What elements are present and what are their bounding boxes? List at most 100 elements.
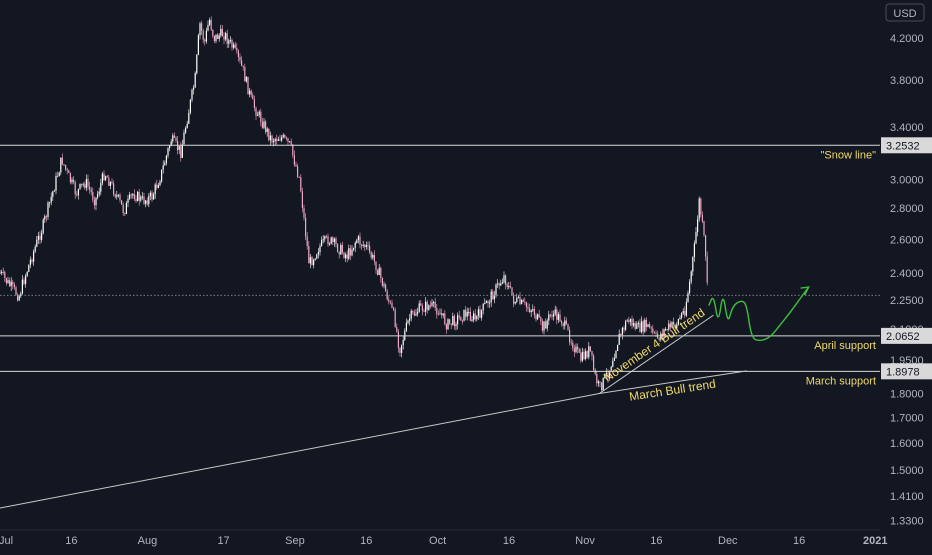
candle-body <box>705 235 707 257</box>
candle-body <box>474 313 476 320</box>
candle-body <box>381 277 383 286</box>
candle-body <box>415 313 417 316</box>
candle-body <box>681 313 683 318</box>
candle-body <box>33 251 35 262</box>
candle-body <box>351 249 353 256</box>
candle-body <box>497 283 499 285</box>
candle-body <box>559 314 561 322</box>
candle-body <box>116 195 118 197</box>
price-tick-14: 1.4100 <box>890 491 924 503</box>
candle-body <box>180 146 182 158</box>
candle-body <box>612 360 614 367</box>
candle-body <box>311 257 313 266</box>
candle-body <box>12 281 14 285</box>
candle-body <box>282 134 284 138</box>
candle-body <box>349 248 351 256</box>
candle-body <box>157 185 159 188</box>
candle-body <box>420 303 422 306</box>
currency-badge[interactable]: USD <box>885 3 925 22</box>
candle-body <box>463 309 465 321</box>
candle-body <box>439 313 441 315</box>
projection-arrowhead <box>800 286 810 296</box>
candle-body <box>673 322 675 325</box>
price-label-1: 2.0652 <box>886 331 920 343</box>
candle-body <box>186 123 188 128</box>
candle-body <box>551 315 553 317</box>
candle-body <box>221 28 223 37</box>
candle-body <box>202 30 204 40</box>
candle-body <box>645 319 647 327</box>
candle-body <box>364 244 366 247</box>
candle-body <box>66 169 68 171</box>
candle-body <box>393 307 395 310</box>
candle-body <box>10 281 12 287</box>
price-axis[interactable]: 4.2000 3.8000 3.4000 3.0000 2.8000 2.6000 2.40… <box>881 33 932 527</box>
candle-body <box>63 164 65 166</box>
candle-body <box>596 373 598 384</box>
candle-body <box>169 145 171 149</box>
candle-body <box>287 138 289 142</box>
candle-body <box>689 281 691 293</box>
candle-body <box>417 311 419 314</box>
candle-body <box>253 99 255 108</box>
candle-body <box>492 291 494 300</box>
candle-body <box>92 192 94 200</box>
time-tick-10: Dec <box>718 535 738 547</box>
candle-body <box>7 280 9 284</box>
candle-body <box>549 314 551 316</box>
candle-body <box>357 236 359 241</box>
projection <box>708 286 810 342</box>
candle-body <box>345 254 347 258</box>
candle-body <box>445 324 447 330</box>
candle-body <box>204 39 206 42</box>
time-tick-11: 16 <box>793 535 805 547</box>
candle-body <box>97 194 99 198</box>
price-tick-10: 1.8000 <box>890 389 924 401</box>
candle-body <box>383 284 385 286</box>
trendline-1[interactable] <box>599 314 714 394</box>
candle-body <box>671 322 673 328</box>
candle-body <box>348 248 350 259</box>
candle-body <box>73 179 75 183</box>
candle-body <box>132 194 134 196</box>
candle-body <box>17 294 19 301</box>
time-axis[interactable]: Jul 16 Aug 17 Sep 16 Oct 16 Nov 16 Dec 16 2021 <box>0 529 887 547</box>
candle-body <box>175 137 177 141</box>
candle-body <box>365 245 367 247</box>
candle-body <box>319 245 321 253</box>
candle-body <box>15 287 17 295</box>
candle-body <box>13 284 15 288</box>
candle-body <box>42 219 44 233</box>
candle-body <box>65 164 67 170</box>
projection-path[interactable] <box>708 286 810 342</box>
candle-body <box>455 324 457 327</box>
candle-body <box>209 19 211 25</box>
candle-body <box>313 259 315 266</box>
candle-body <box>573 348 575 353</box>
candle-body <box>601 382 603 391</box>
candle-body <box>343 252 345 258</box>
candle-body <box>410 310 412 319</box>
candle-body <box>553 314 555 317</box>
candle-body <box>36 239 38 247</box>
candle-body <box>29 259 31 265</box>
time-tick-7: 16 <box>503 535 515 547</box>
candle-body <box>407 320 409 323</box>
candle-body <box>183 132 185 145</box>
candle-body <box>359 236 361 245</box>
candle-body <box>239 56 241 61</box>
candle-body <box>26 271 28 276</box>
candle-body <box>423 310 425 312</box>
candle-body <box>133 194 135 200</box>
candle-body <box>436 308 438 315</box>
price-tick-15: 1.3300 <box>890 515 924 527</box>
candle-body <box>461 320 463 322</box>
candle-body <box>647 324 649 327</box>
candle-body <box>228 40 230 44</box>
candle-body <box>591 351 593 356</box>
candle-body <box>429 305 431 307</box>
price-tick-2: 3.4000 <box>890 122 924 134</box>
candle-body <box>676 324 678 329</box>
